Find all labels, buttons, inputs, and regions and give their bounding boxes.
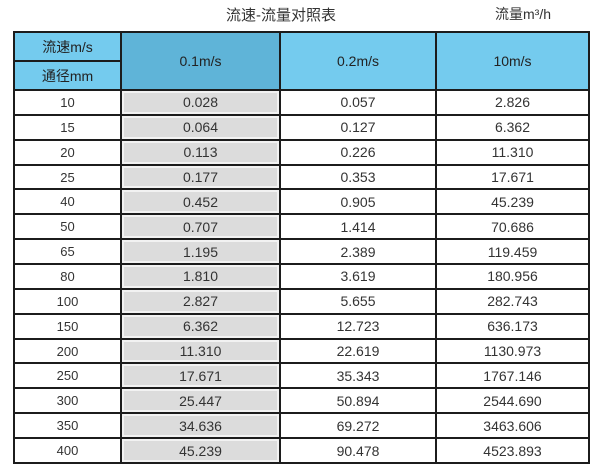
diameter-cell: 25 [13,163,122,191]
table-row: 100 2.827 5.655 282.743 [13,287,590,315]
value-cell: 2.827 [120,287,281,315]
diameter-cell: 80 [13,263,122,290]
table-row: 20 0.113 0.226 11.310 [13,138,590,166]
diameter-cell: 20 [13,138,122,166]
value-cell: 0.057 [279,89,437,116]
value-cell: 0.226 [279,138,437,166]
diameter-cell: 200 [13,337,122,365]
table-row: 25 0.177 0.353 17.671 [13,163,590,191]
diameter-cell: 350 [13,412,122,440]
diameter-cell: 10 [13,89,122,116]
value-cell: 2.389 [279,238,437,266]
value-cell: 0.113 [120,138,281,166]
value-cell: 35.343 [279,362,437,390]
value-cell: 5.655 [279,287,437,315]
value-cell: 25.447 [120,387,281,415]
value-cell: 70.686 [435,213,590,241]
header-row-bottom: 通径mm [13,60,589,91]
header-row-top: 流速m/s 0.1m/s 0.2m/s 10m/s [13,31,590,91]
value-cell: 6.362 [435,113,590,141]
value-cell: 11.310 [120,337,281,365]
value-cell: 2544.690 [435,387,590,415]
value-cell: 1.810 [120,263,281,290]
value-cell: 90.478 [279,437,437,464]
value-cell: 69.272 [279,412,437,440]
value-cell: 119.459 [435,238,590,266]
diameter-cell: 300 [13,387,122,415]
table-row: 250 17.671 35.343 1767.146 [13,362,590,390]
value-cell: 0.064 [120,113,281,141]
value-cell: 45.239 [435,188,590,216]
value-cell: 6.362 [120,312,281,340]
value-cell: 282.743 [435,287,590,315]
flow-table-header: 流速m/s 0.1m/s 0.2m/s 10m/s 通径mm [13,31,590,91]
table-row: 400 45.239 90.478 4523.893 [13,437,590,464]
value-cell: 0.353 [279,163,437,191]
value-cell: 0.905 [279,188,437,216]
table-row: 80 1.810 3.619 180.956 [13,263,590,290]
value-cell: 50.894 [279,387,437,415]
value-cell: 1.195 [120,238,281,266]
col-header-v10: 10m/s [435,31,590,91]
value-cell: 0.452 [120,188,281,216]
value-cell: 0.707 [120,213,281,241]
table-row: 300 25.447 50.894 2544.690 [13,387,590,415]
corner-cell-velocity: 流速m/s [13,31,122,62]
table-row: 15 0.064 0.127 6.362 [13,113,590,141]
flow-rate-table: 流速m/s 0.1m/s 0.2m/s 10m/s 通径mm 10 0.028 0.… [13,31,590,464]
flow-table-body: 10 0.028 0.057 2.826 15 0.064 0.127 6.362 20 0.11… [13,89,590,464]
corner-cell-diameter: 通径mm [13,60,122,91]
value-cell: 45.239 [120,437,281,464]
table-title: 流速-流量对照表 [226,7,336,24]
value-cell: 17.671 [120,362,281,390]
value-cell: 0.127 [279,113,437,141]
value-cell: 0.028 [120,89,281,116]
value-cell: 34.636 [120,412,281,440]
value-cell: 4523.893 [435,437,590,464]
flow-unit-label: 流量m³/h [495,6,551,22]
value-cell: 2.826 [435,89,590,116]
table-row: 40 0.452 0.905 45.239 [13,188,590,216]
diameter-cell: 15 [13,113,122,141]
table-row: 350 34.636 69.272 3463.606 [13,412,590,440]
table-row: 65 1.195 2.389 119.459 [13,238,590,266]
table-row: 200 11.310 22.619 1130.973 [13,337,590,365]
col-header-v02: 0.2m/s [279,31,437,91]
value-cell: 12.723 [279,312,437,340]
value-cell: 180.956 [435,263,590,290]
diameter-cell: 50 [13,213,122,241]
table-row: 50 0.707 1.414 70.686 [13,213,590,241]
value-cell: 11.310 [435,138,590,166]
value-cell: 17.671 [435,163,590,191]
diameter-cell: 400 [13,437,122,464]
value-cell: 3.619 [279,263,437,290]
col-header-v01: 0.1m/s [120,31,281,91]
value-cell: 3463.606 [435,412,590,440]
value-cell: 1130.973 [435,337,590,365]
table-row: 10 0.028 0.057 2.826 [13,89,590,116]
diameter-cell: 250 [13,362,122,390]
table-row: 150 6.362 12.723 636.173 [13,312,590,340]
value-cell: 1767.146 [435,362,590,390]
diameter-cell: 40 [13,188,122,216]
diameter-cell: 150 [13,312,122,340]
value-cell: 1.414 [279,213,437,241]
value-cell: 0.177 [120,163,281,191]
diameter-cell: 65 [13,238,122,266]
value-cell: 636.173 [435,312,590,340]
value-cell: 22.619 [279,337,437,365]
diameter-cell: 100 [13,287,122,315]
